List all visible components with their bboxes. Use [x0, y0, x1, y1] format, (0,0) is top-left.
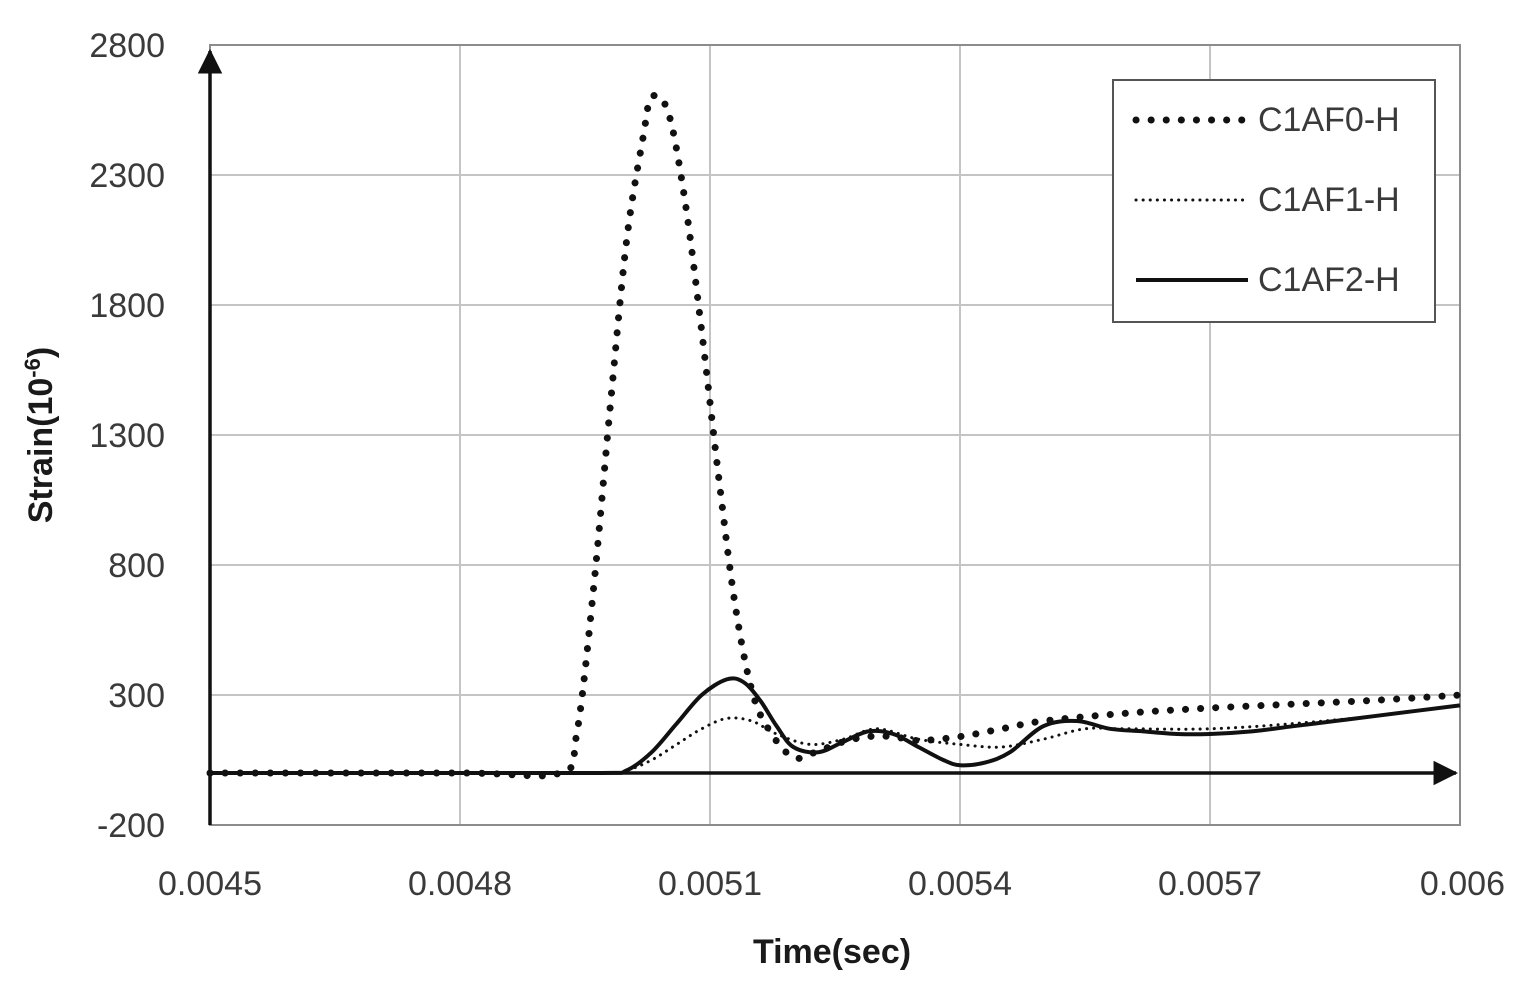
- series-layer: [206, 91, 1464, 780]
- x-axis-title: Time(sec): [753, 933, 911, 971]
- y-axis-title-main: Strain(10: [22, 378, 60, 524]
- x-tick-labels: 0.0045 0.0048 0.0051 0.0054 0.0057 0.006: [158, 865, 1505, 903]
- y-axis-title: Strain(10-6): [20, 347, 60, 523]
- x-tick-label: 0.0051: [658, 865, 762, 903]
- x-tick-label: 0.0048: [408, 865, 512, 903]
- x-tick-label: 0.0045: [158, 865, 262, 903]
- series-line-c1af2-h: [210, 676, 1461, 776]
- x-tick-label: 0.0057: [1158, 865, 1262, 903]
- x-tick-label: 0.006: [1420, 865, 1505, 903]
- legend-label-c1af1: C1AF1-H: [1258, 181, 1400, 219]
- y-axis-title-close: ): [22, 347, 60, 358]
- y-tick-label: 2300: [89, 157, 165, 195]
- y-tick-label: 1300: [89, 417, 165, 455]
- y-tick-label: 300: [108, 677, 165, 715]
- y-tick-label: 1800: [89, 287, 165, 325]
- y-tick-label: -200: [97, 807, 165, 845]
- y-axis-title-exponent: -6: [20, 358, 45, 378]
- y-tick-label: 2800: [89, 27, 165, 65]
- legend-label-c1af0: C1AF0-H: [1258, 101, 1400, 139]
- gridlines: [209, 44, 1461, 826]
- y-tick-labels: 2800 2300 1800 1300 800 300 -200: [89, 27, 165, 845]
- legend-label-c1af2: C1AF2-H: [1258, 261, 1400, 299]
- legend: C1AF0-H C1AF1-H C1AF2-H: [1112, 79, 1436, 323]
- x-tick-label: 0.0054: [908, 865, 1012, 903]
- y-tick-label: 800: [108, 547, 165, 585]
- series-line-c1af0-h: [206, 91, 1464, 780]
